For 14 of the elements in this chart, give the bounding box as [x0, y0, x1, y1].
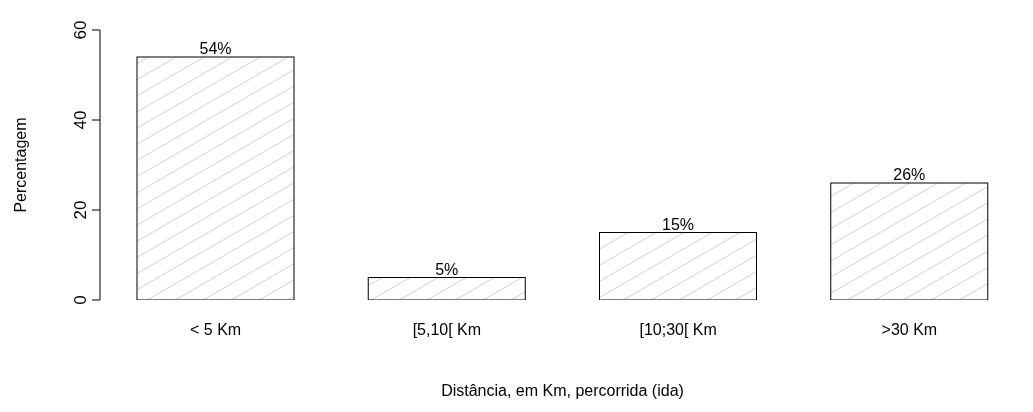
- data-label: 54%: [199, 40, 232, 57]
- x-axis-title: Distância, em Km, percorrida (ida): [441, 382, 684, 399]
- y-tick-label: 60: [71, 20, 90, 40]
- y-tick-label: 0: [71, 295, 90, 305]
- data-label: 26%: [893, 166, 926, 183]
- x-tick-label: >30 Km: [881, 321, 938, 339]
- x-tick-label: [10;30[ Km: [639, 321, 717, 339]
- y-tick-label: 20: [71, 200, 90, 220]
- data-label: 5%: [435, 260, 459, 278]
- y-axis-title: Percentagem: [11, 117, 29, 213]
- data-label: 15%: [661, 215, 695, 233]
- x-tick-label: < 5 Km: [190, 321, 242, 339]
- x-tick-label: [5,10[ Km: [412, 321, 482, 339]
- y-tick-label: 40: [71, 110, 90, 130]
